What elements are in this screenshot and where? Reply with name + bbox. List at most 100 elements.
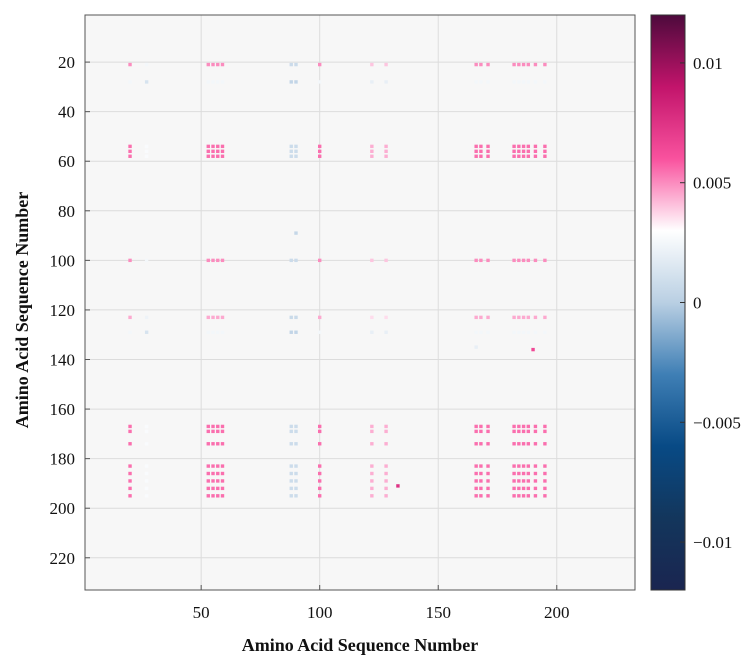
x-tick-label: 150 — [425, 603, 451, 622]
heatmap-cell — [220, 429, 225, 434]
heatmap-cell — [512, 464, 516, 468]
heatmap-cell — [543, 62, 547, 67]
heatmap-cell — [486, 80, 490, 84]
heatmap-cell — [370, 149, 374, 154]
heatmap-cell — [144, 429, 149, 434]
heatmap-cell — [526, 479, 531, 483]
heatmap-cell — [521, 154, 526, 158]
heatmap-cell — [289, 486, 293, 491]
heatmap-cell — [206, 315, 210, 320]
heatmap-cell — [384, 471, 388, 476]
heatmap-cell — [486, 442, 490, 446]
heatmap-cell — [317, 471, 322, 476]
heatmap-cell — [486, 471, 490, 476]
heatmap-cell — [370, 424, 374, 429]
heatmap-cell — [384, 62, 388, 67]
heatmap-cell — [289, 62, 293, 67]
heatmap-cell — [144, 494, 149, 498]
heatmap-cell — [216, 494, 220, 498]
heatmap-cell — [211, 149, 215, 154]
heatmap-cell — [479, 429, 483, 434]
heatmap-cell — [289, 80, 293, 84]
heatmap-cell — [294, 231, 298, 235]
x-tick-label: 50 — [193, 603, 210, 622]
heatmap-cell — [144, 154, 149, 158]
y-tick-label: 200 — [50, 499, 76, 518]
heatmap-cell — [517, 429, 521, 434]
heatmap-cell — [144, 149, 149, 154]
heatmap-cell — [521, 315, 526, 320]
heatmap-cell — [211, 144, 215, 149]
heatmap-cell — [294, 144, 298, 149]
heatmap-cell — [384, 80, 388, 84]
heatmap-cell — [533, 154, 538, 158]
heatmap-cell — [211, 429, 215, 434]
heatmap-cell — [216, 479, 220, 483]
heatmap-cell — [289, 494, 293, 498]
heatmap-cell — [521, 80, 526, 84]
heatmap-cell — [474, 471, 478, 476]
heatmap-cell — [486, 330, 490, 334]
heatmap-cell — [206, 486, 210, 491]
heatmap-cell — [206, 494, 210, 498]
heatmap-cell — [474, 149, 478, 154]
heatmap-cell — [216, 315, 220, 320]
heatmap-cell — [512, 424, 516, 429]
heatmap-cell — [317, 62, 322, 67]
heatmap-cell — [517, 464, 521, 468]
heatmap-cell — [220, 442, 225, 446]
y-tick-label: 180 — [50, 450, 76, 469]
x-axis-ticks: 50 100 150 200 — [193, 585, 570, 622]
heatmap-cell — [517, 330, 521, 334]
heatmap-cell — [220, 471, 225, 476]
heatmap-cell — [521, 144, 526, 149]
heatmap-cell — [479, 62, 483, 67]
heatmap-cell — [220, 464, 225, 468]
heatmap-cell — [128, 494, 132, 498]
heatmap-cell — [479, 80, 483, 84]
heatmap-cell — [144, 315, 149, 320]
heatmap-cell — [512, 258, 516, 263]
heatmap-cell — [486, 429, 490, 434]
heatmap-cell — [486, 258, 490, 263]
heatmap-cell — [533, 486, 538, 491]
heatmap-cell — [128, 464, 132, 468]
heatmap-cell — [396, 484, 400, 488]
heatmap-cell — [521, 494, 526, 498]
heatmap-cell — [543, 429, 547, 434]
grid-lines — [85, 15, 635, 590]
heatmap-cell — [216, 471, 220, 476]
heatmap-cell — [289, 471, 293, 476]
heatmap-cell — [384, 464, 388, 468]
heatmap-cell — [526, 429, 531, 434]
heatmap-cell — [216, 144, 220, 149]
heatmap-cell — [206, 80, 210, 84]
heatmap-cell — [533, 144, 538, 149]
heatmap-cell — [512, 62, 516, 67]
plot-background — [85, 15, 635, 590]
heatmap-cell — [216, 62, 220, 67]
heatmap-cell — [294, 315, 298, 320]
heatmap-cell — [486, 315, 490, 320]
heatmap-cell — [512, 149, 516, 154]
heatmap-cell — [128, 144, 132, 149]
heatmap-cell — [512, 471, 516, 476]
heatmap-cell — [533, 330, 538, 334]
heatmap-cell — [317, 464, 322, 468]
heatmap-cell — [474, 429, 478, 434]
heatmap-cell — [512, 479, 516, 483]
heatmap-cell — [370, 471, 374, 476]
heatmap-cell — [289, 464, 293, 468]
heatmap-cell — [206, 479, 210, 483]
y-tick-label: 160 — [50, 400, 76, 419]
heatmap-cell — [486, 144, 490, 149]
heatmap-cell — [294, 80, 298, 84]
heatmap-cell — [317, 80, 322, 84]
heatmap-cell — [211, 62, 215, 67]
heatmap-cell — [384, 330, 388, 334]
heatmap-cell — [474, 144, 478, 149]
heatmap-cell — [220, 486, 225, 491]
heatmap-cell — [289, 479, 293, 483]
heatmap-cell — [317, 424, 322, 429]
heatmap-cell — [294, 471, 298, 476]
